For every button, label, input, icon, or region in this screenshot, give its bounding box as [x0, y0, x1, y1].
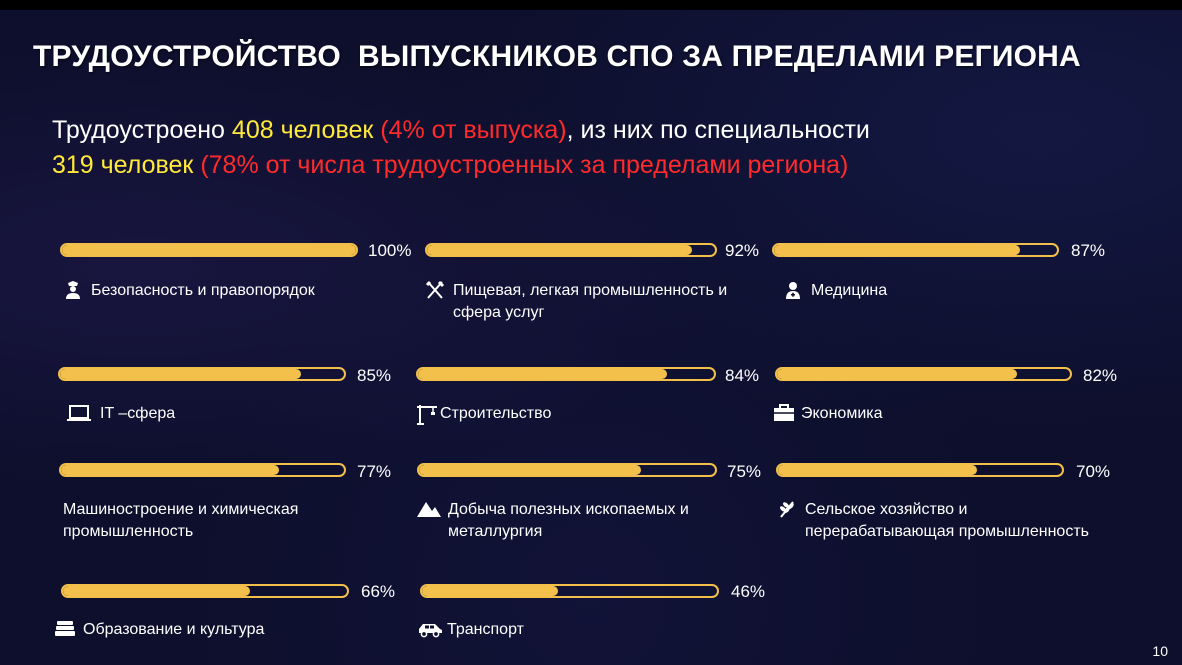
- sector-percent: 82%: [1083, 366, 1118, 385]
- summary-line-1: Трудоустроено 408 человек (4% от выпуска…: [52, 116, 870, 145]
- sector-bar-track: [425, 243, 717, 257]
- sector-label: Медицина: [811, 282, 888, 299]
- sector-label-item: Машиностроение и химическая промышленнос…: [63, 499, 298, 543]
- sector-label-item: Транспорт: [416, 619, 524, 641]
- sector-bar-track: [59, 463, 346, 477]
- sector-percent: 70%: [1076, 462, 1111, 481]
- page-number: 10: [1152, 643, 1168, 659]
- fork-knife-icon: [425, 280, 447, 300]
- briefcase-icon: [773, 403, 795, 423]
- sector-label-item: Образование и культура: [53, 619, 264, 641]
- sector-label: Экономика: [801, 405, 883, 422]
- sector-bar-fill: [418, 369, 667, 379]
- sector-label-item: Сельское хозяйство и перерабатывающая пр…: [777, 499, 1089, 543]
- slide-title: ТРУДОУСТРОЙСТВО ВЫПУСКНИКОВ СПО ЗА ПРЕДЕ…: [33, 40, 1081, 73]
- sector-bar-fill: [60, 369, 302, 379]
- summary-count-by-specialty: 319 человек: [52, 151, 194, 179]
- top-black-strip: [0, 0, 1182, 10]
- laptop-icon: [66, 403, 94, 423]
- sector-label: Сельское хозяйство и перерабатывающая пр…: [805, 501, 1089, 540]
- sector-label-item: Медицина: [783, 280, 887, 302]
- sector-bar-track: [416, 367, 716, 381]
- car-icon: [416, 619, 444, 639]
- sector-bar-fill: [422, 586, 558, 596]
- sector-percent: 77%: [357, 462, 392, 481]
- summary-line-2: 319 человек (78% от числа трудоустроенны…: [52, 151, 848, 180]
- police-officer-icon: [63, 280, 85, 300]
- summary-prefix: Трудоустроено: [52, 116, 232, 144]
- sector-bar-track: [417, 463, 717, 477]
- sector-bar-fill: [774, 245, 1021, 255]
- sector-label-item: Экономика: [773, 403, 883, 425]
- sector-bar-fill: [427, 245, 692, 255]
- summary-count-employed: 408 человек: [231, 116, 374, 144]
- sector-label: IT –сфера: [100, 405, 176, 422]
- sector-bar-track: [58, 367, 346, 381]
- summary-percent-of-graduates: (4% от выпуска): [373, 116, 567, 144]
- crane-icon: [416, 403, 438, 425]
- sector-bar-track: [420, 584, 719, 598]
- sector-bar-fill: [778, 465, 977, 475]
- sector-percent: 92%: [725, 241, 760, 260]
- summary-suffix: , из них по специальности: [566, 116, 870, 144]
- wheat-icon: [777, 499, 799, 519]
- sector-label-item: Добыча полезных ископаемых и металлургия: [416, 499, 689, 543]
- sector-percent: 85%: [357, 366, 392, 385]
- sector-bar-fill: [419, 465, 641, 475]
- doctor-icon: [783, 280, 805, 300]
- sector-bar-track: [61, 584, 349, 598]
- sector-label-item: IT –сфера: [66, 403, 175, 425]
- sector-bar-fill: [61, 465, 279, 475]
- sector-label: Транспорт: [447, 621, 524, 638]
- sector-bar-track: [776, 463, 1064, 477]
- sector-bar-fill: [777, 369, 1018, 379]
- sector-percent: 100%: [368, 241, 412, 260]
- books-icon: [53, 619, 77, 639]
- sector-label: Безопасность и правопорядок: [91, 282, 315, 299]
- sector-percent: 87%: [1071, 241, 1106, 260]
- sector-percent: 66%: [361, 582, 396, 601]
- sector-percent: 84%: [725, 366, 760, 385]
- sector-bar-track: [60, 243, 358, 257]
- sector-percent: 75%: [727, 462, 762, 481]
- sector-label: Машиностроение и химическая промышленнос…: [63, 501, 299, 540]
- sector-label: Строительство: [440, 405, 552, 422]
- sector-bar-fill: [63, 586, 251, 596]
- mountain-icon: [416, 499, 442, 519]
- sector-percent: 46%: [731, 582, 766, 601]
- sector-bar-track: [772, 243, 1059, 257]
- sector-label: Добыча полезных ископаемых и металлургия: [448, 501, 689, 540]
- sector-label: Образование и культура: [83, 621, 265, 638]
- sector-label-item: Пищевая, легкая промышленность и сфера у…: [425, 280, 727, 324]
- summary-percent-by-specialty: (78% от числа трудоустроенных за предела…: [193, 151, 849, 179]
- sector-label-item: Строительство: [416, 403, 551, 425]
- sector-label: Пищевая, легкая промышленность и сфера у…: [453, 282, 728, 321]
- sector-label-item: Безопасность и правопорядок: [63, 280, 315, 302]
- sector-bar-fill: [62, 245, 356, 255]
- sector-bar-track: [775, 367, 1072, 381]
